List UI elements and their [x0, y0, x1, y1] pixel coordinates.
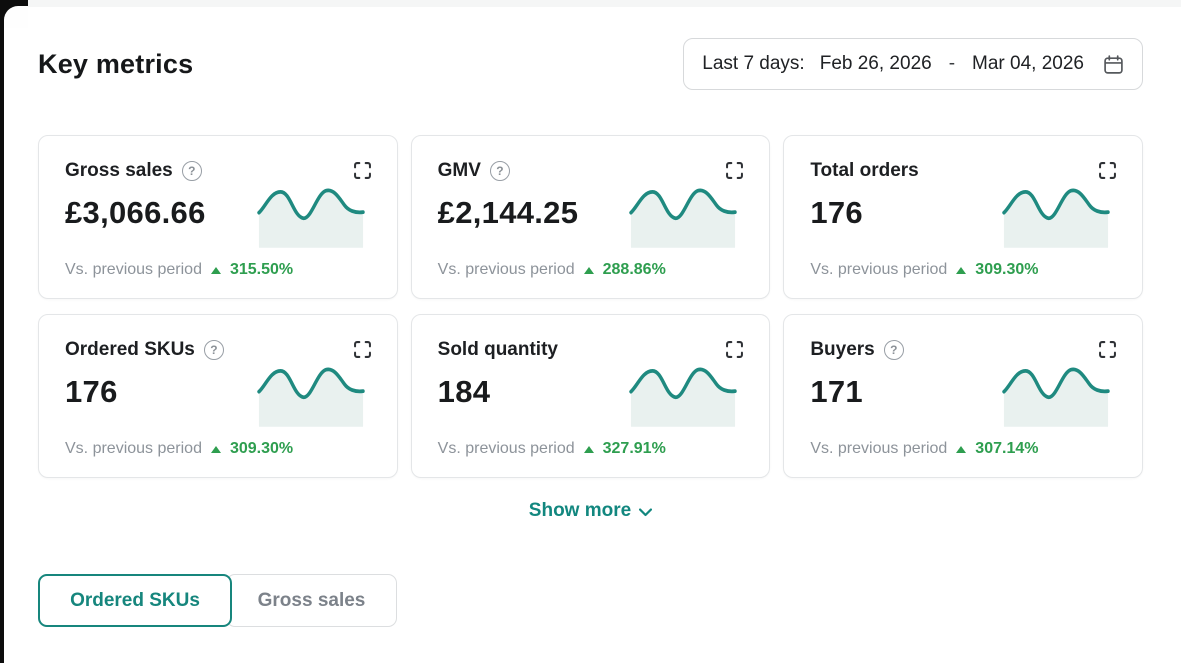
metric-value: 176 [810, 195, 863, 230]
date-range-label: Last 7 days: [702, 53, 805, 74]
date-range-separator: - [948, 53, 956, 74]
change-percent: 307.14% [975, 440, 1039, 457]
page-title: Key metrics [38, 48, 194, 79]
trend-up-triangle-icon [210, 266, 221, 274]
metric-title: Buyers [810, 339, 875, 360]
chevron-down-icon [639, 508, 653, 517]
tab-ordered-skus[interactable]: Ordered SKUs [38, 574, 232, 627]
metric-value: 184 [437, 374, 491, 409]
screenshot-corner-artifact [0, 0, 28, 28]
date-range-end: Mar 04, 2026 [972, 53, 1084, 74]
change-percent: 309.30% [229, 440, 294, 457]
metric-card: Ordered SKUs ? 176 Vs. previous period 3… [38, 314, 398, 478]
sparkline-chart [256, 188, 365, 248]
vs-previous-period-label: Vs. previous period [65, 261, 202, 278]
trend-up-triangle-icon [583, 445, 594, 453]
vs-previous-period-label: Vs. previous period [437, 261, 575, 278]
sparkline-chart [1002, 188, 1110, 248]
left-edge-strip [0, 0, 4, 663]
tab-gross-sales[interactable]: Gross sales [226, 574, 397, 627]
sparkline-chart [629, 188, 738, 248]
metric-title: Total orders [810, 160, 919, 181]
metrics-grid: Gross sales ? £3,066.66 Vs. previous per… [38, 135, 1143, 478]
expand-icon[interactable] [1099, 341, 1116, 358]
calendar-icon[interactable] [1103, 54, 1124, 75]
expand-icon[interactable] [726, 162, 744, 179]
change-percent: 327.91% [602, 440, 666, 457]
metric-title: Gross sales [65, 160, 173, 181]
metric-tabs: Ordered SKUs Gross sales [38, 574, 1181, 627]
metric-title: Sold quantity [437, 339, 558, 360]
trend-up-triangle-icon [956, 266, 967, 274]
show-more-button[interactable]: Show more [523, 499, 658, 523]
trend-up-triangle-icon [583, 266, 594, 274]
metric-value: £2,144.25 [437, 195, 579, 230]
metric-card: GMV ? £2,144.25 Vs. previous period 288.… [410, 135, 771, 299]
metric-card: Total orders ? 176 Vs. previous period 3… [783, 135, 1143, 299]
expand-icon[interactable] [1099, 162, 1116, 179]
metric-title: GMV [437, 160, 481, 181]
vs-previous-period-label: Vs. previous period [437, 440, 575, 457]
sparkline-chart [256, 367, 365, 427]
change-percent: 288.86% [602, 261, 666, 278]
metric-card: Buyers ? 171 Vs. previous period 307.14% [783, 314, 1143, 478]
trend-up-triangle-icon [956, 445, 967, 453]
expand-icon[interactable] [726, 341, 744, 358]
metric-value: £3,066.66 [65, 195, 206, 230]
help-icon[interactable]: ? [181, 161, 202, 181]
help-icon[interactable]: ? [883, 340, 904, 360]
metric-title: Ordered SKUs [65, 339, 195, 360]
change-percent: 309.30% [975, 261, 1039, 278]
help-icon[interactable]: ? [489, 161, 510, 181]
metric-card: Gross sales ? £3,066.66 Vs. previous per… [38, 135, 398, 299]
vs-previous-period-label: Vs. previous period [810, 440, 948, 457]
expand-icon[interactable] [353, 341, 371, 358]
change-percent: 315.50% [229, 261, 294, 278]
sparkline-chart [629, 367, 738, 427]
expand-icon[interactable] [353, 162, 371, 179]
trend-up-triangle-icon [210, 445, 221, 453]
show-more-label: Show more [528, 500, 632, 521]
metric-value: 176 [65, 374, 118, 409]
date-range-start: Feb 26, 2026 [819, 53, 932, 74]
date-range-picker[interactable]: Last 7 days: Feb 26, 2026 - Mar 04, 2026 [683, 38, 1143, 90]
top-edge-strip [0, 0, 1181, 7]
vs-previous-period-label: Vs. previous period [65, 440, 202, 457]
sparkline-chart [1002, 367, 1110, 427]
help-icon[interactable]: ? [203, 340, 224, 360]
metric-card: Sold quantity ? 184 Vs. previous period … [410, 314, 771, 478]
metric-value: 171 [810, 374, 863, 409]
vs-previous-period-label: Vs. previous period [810, 261, 948, 278]
header: Key metrics Last 7 days: Feb 26, 2026 - … [0, 0, 1181, 90]
